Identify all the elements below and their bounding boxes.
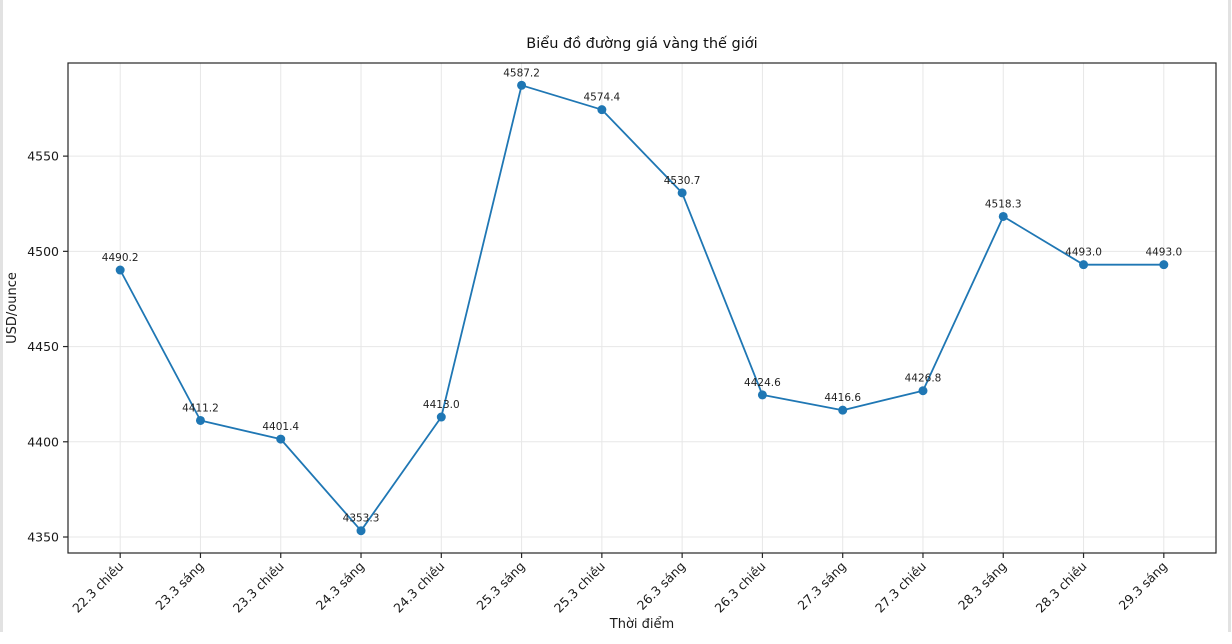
y-tick-label: 4550 [27,149,59,164]
data-point-label: 4574.4 [583,92,620,104]
data-point-marker [677,188,687,198]
data-point-label: 4353.3 [343,513,380,525]
x-tick-label: 25.3 sáng [473,559,527,613]
data-point-label: 4401.4 [262,421,299,433]
data-point-label: 4530.7 [664,175,701,187]
data-point-marker [436,412,446,422]
x-tick-label: 28.3 chiều [1033,559,1090,616]
data-point-label: 4518.3 [985,198,1022,210]
x-tick-label: 27.3 chiều [872,559,929,616]
series-line [119,84,1164,532]
data-point-label: 4493.0 [1065,247,1102,259]
x-tick-label: 24.3 chiều [390,559,447,616]
chart-title: Biểu đồ đường giá vàng thế giới [526,36,758,52]
x-tick-label: 27.3 sáng [794,559,848,613]
data-point-label: 4413.0 [423,399,460,411]
y-tick-label: 4450 [27,339,59,354]
data-point-label: 4426.8 [905,373,942,385]
x-tick-label: 22.3 chiều [69,559,126,616]
y-tick-label: 4500 [27,244,59,259]
data-point-marker [1079,260,1089,270]
x-tick-label: 23.3 sáng [152,559,206,613]
data-point-marker [918,386,928,396]
data-point-label: 4411.2 [182,402,219,414]
data-point-label: 4493.0 [1145,247,1182,259]
x-tick-label: 24.3 sáng [313,559,367,613]
x-axis-title: Thời điểm [609,617,675,632]
data-point-marker [356,526,366,536]
data-point-marker [276,434,286,444]
x-tick-label: 25.3 chiều [551,559,608,616]
data-point-marker [838,405,848,415]
data-point-marker [597,105,607,115]
x-tick-label: 28.3 sáng [955,559,1009,613]
data-point-marker [1159,260,1169,270]
x-tick-label: 26.3 sáng [634,559,688,613]
page-right-edge-border [1228,0,1231,632]
data-point-label: 4587.2 [503,67,540,79]
data-point-marker [195,415,205,425]
data-point-label: 4490.2 [102,252,139,264]
data-point-marker [115,265,125,275]
x-tick-label: 23.3 chiều [230,559,287,616]
y-tick-label: 4400 [27,434,59,449]
y-tick-label: 4350 [27,530,59,545]
plot-frame [67,62,1217,554]
page-left-edge-border [0,0,3,632]
data-point-marker [517,80,527,90]
data-point-label: 4424.6 [744,377,781,389]
data-point-label: 4416.6 [824,392,861,404]
x-tick-label: 26.3 chiều [711,559,768,616]
x-tick-label: 29.3 sáng [1116,559,1170,613]
data-point-marker [757,390,767,400]
data-point-marker [998,211,1008,221]
